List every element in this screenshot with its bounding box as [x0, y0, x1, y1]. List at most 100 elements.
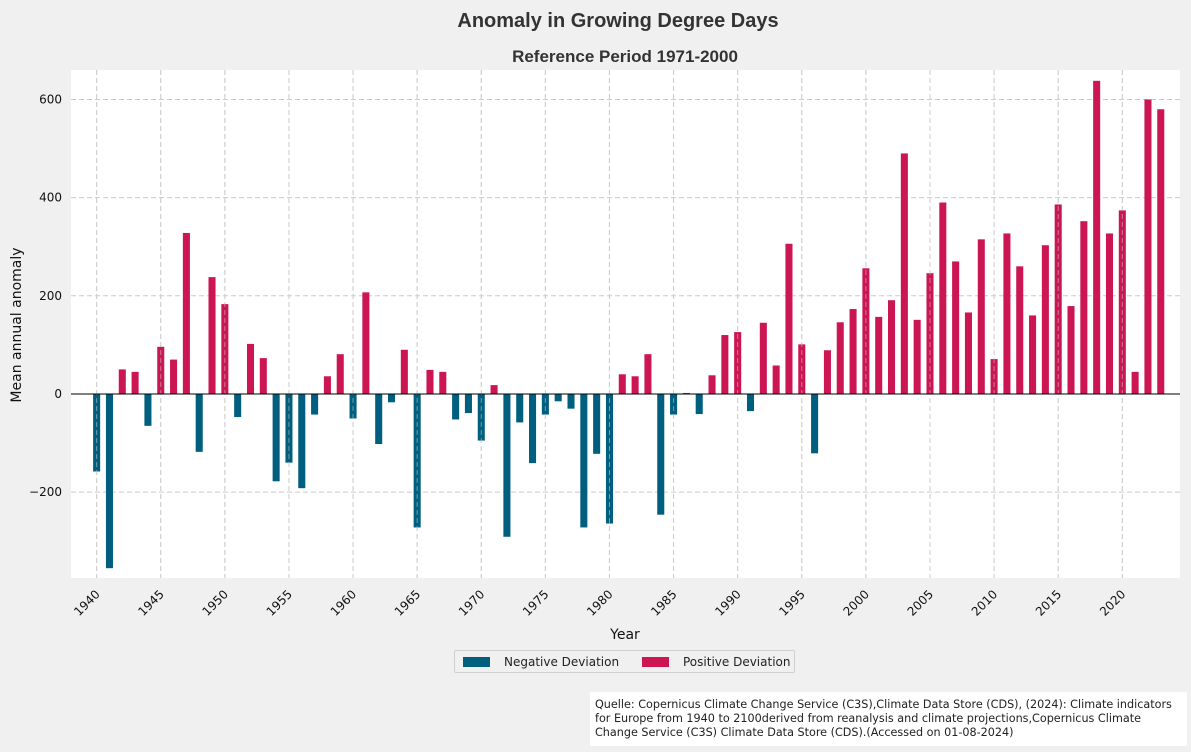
bar-1992 — [759, 322, 767, 394]
bar-2013 — [1029, 315, 1037, 394]
bar-1967 — [439, 371, 447, 394]
bar-2000 — [862, 268, 870, 394]
bar-1968 — [452, 393, 460, 420]
bar-1948 — [195, 393, 203, 452]
bar-2005 — [926, 273, 934, 394]
y-axis-ticks: −200 0 200 400 600 — [29, 92, 62, 499]
bar-2012 — [1016, 266, 1024, 394]
bar-2011 — [1003, 233, 1011, 394]
bar-1946 — [170, 359, 178, 394]
bar-1955 — [285, 393, 293, 463]
x-axis-label: Year — [609, 627, 640, 643]
bar-1952 — [246, 343, 255, 394]
x-tick-label: 2020 — [1097, 587, 1128, 618]
bar-1996 — [811, 393, 819, 454]
bar-1975 — [541, 393, 549, 415]
x-tick-label: 1985 — [648, 587, 679, 618]
legend-swatch-negative — [463, 656, 490, 667]
bar-1963 — [387, 393, 396, 403]
legend-item-negative: Negative Deviation — [463, 651, 619, 672]
bar-1984 — [657, 393, 665, 515]
bar-1993 — [772, 365, 780, 394]
bar-1987 — [695, 393, 703, 415]
y-tick-label: 400 — [39, 191, 62, 205]
bar-1959 — [336, 354, 344, 394]
x-tick-label: 1980 — [584, 587, 615, 618]
bar-1972 — [503, 393, 511, 537]
x-tick-label: 1940 — [71, 587, 102, 618]
plot-area — [71, 70, 1180, 578]
bar-1942 — [118, 369, 126, 394]
bar-1961 — [362, 292, 370, 394]
bar-1954 — [272, 393, 280, 482]
x-tick-label: 1960 — [328, 587, 359, 618]
bar-1974 — [529, 393, 537, 464]
x-tick-label: 2005 — [905, 587, 936, 618]
bar-1971 — [490, 385, 498, 394]
x-tick-label: 1955 — [264, 587, 295, 618]
x-tick-label: 1965 — [392, 587, 423, 618]
bar-2009 — [977, 239, 985, 394]
bar-1957 — [311, 393, 319, 415]
y-axis-label: Mean annual anomaly — [9, 247, 25, 402]
chart-subtitle: Reference Period 1971-2000 — [512, 47, 738, 66]
bar-1964 — [400, 349, 408, 394]
bar-1983 — [644, 354, 652, 394]
y-tick-label: 0 — [54, 387, 62, 401]
bar-1966 — [426, 369, 434, 394]
bar-1989 — [721, 335, 729, 394]
y-tick-label: −200 — [29, 485, 62, 499]
legend: Negative Deviation Positive Deviation — [454, 650, 795, 673]
bar-2019 — [1105, 233, 1114, 394]
bar-1982 — [631, 376, 639, 394]
bar-1962 — [375, 393, 383, 445]
bar-2008 — [964, 312, 972, 394]
legend-item-positive: Positive Deviation — [642, 651, 790, 672]
bar-1958 — [323, 376, 331, 394]
chart-title: Anomaly in Growing Degree Days — [457, 10, 778, 32]
bar-2017 — [1080, 221, 1088, 394]
bar-1994 — [785, 243, 793, 394]
bar-1978 — [580, 393, 588, 528]
bar-1988 — [708, 375, 716, 394]
x-tick-label: 2000 — [841, 587, 872, 618]
x-tick-label: 2010 — [969, 587, 1000, 618]
bar-2007 — [952, 261, 960, 394]
bar-1999 — [849, 309, 857, 394]
y-tick-label: 600 — [39, 92, 62, 106]
x-tick-label: 2015 — [1033, 587, 1064, 618]
bar-1977 — [567, 393, 575, 409]
bar-2003 — [900, 153, 908, 394]
x-tick-label: 1950 — [199, 587, 230, 618]
x-tick-label: 1945 — [135, 587, 166, 618]
legend-swatch-positive — [642, 656, 669, 667]
bar-2002 — [888, 300, 896, 394]
bar-1944 — [144, 393, 152, 426]
legend-label-positive: Positive Deviation — [683, 654, 791, 669]
bar-2004 — [913, 319, 921, 394]
bar-1998 — [836, 322, 844, 394]
legend-label-negative: Negative Deviation — [504, 654, 620, 669]
bar-1941 — [105, 393, 113, 569]
bar-1956 — [298, 393, 306, 489]
bar-1943 — [131, 371, 139, 394]
bar-2016 — [1067, 306, 1075, 394]
bar-1949 — [208, 277, 216, 394]
bar-2022 — [1144, 99, 1152, 394]
bar-1969 — [464, 393, 472, 414]
y-tick-label: 200 — [39, 289, 62, 303]
bar-1991 — [746, 393, 755, 412]
bar-2021 — [1131, 371, 1139, 394]
bar-2006 — [939, 202, 947, 394]
bar-2018 — [1093, 80, 1101, 394]
x-tick-label: 1995 — [776, 587, 807, 618]
x-tick-label: 1975 — [520, 587, 551, 618]
bar-1979 — [593, 393, 601, 454]
bar-1973 — [516, 393, 524, 423]
bar-1981 — [618, 374, 626, 394]
bar-1951 — [234, 393, 242, 418]
bar-2014 — [1041, 245, 1049, 394]
x-tick-label: 1970 — [456, 587, 487, 618]
bar-1953 — [259, 358, 267, 394]
